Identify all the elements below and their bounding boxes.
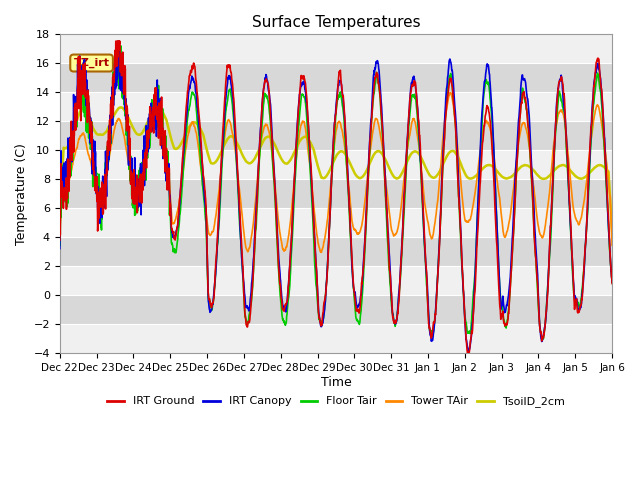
Bar — [60, 34, 612, 63]
Bar — [60, 266, 612, 295]
Bar — [60, 208, 612, 237]
X-axis label: Time: Time — [321, 376, 351, 389]
Bar — [60, 324, 612, 353]
Bar — [60, 63, 612, 92]
Bar — [60, 121, 612, 150]
Title: Surface Temperatures: Surface Temperatures — [252, 15, 420, 30]
Legend: IRT Ground, IRT Canopy, Floor Tair, Tower TAir, TsoilD_2cm: IRT Ground, IRT Canopy, Floor Tair, Towe… — [103, 392, 569, 412]
Y-axis label: Temperature (C): Temperature (C) — [15, 143, 28, 245]
Bar — [60, 237, 612, 266]
Bar — [60, 150, 612, 179]
Text: TZ_irt: TZ_irt — [74, 58, 109, 68]
Bar — [60, 179, 612, 208]
Bar — [60, 92, 612, 121]
Bar — [60, 295, 612, 324]
